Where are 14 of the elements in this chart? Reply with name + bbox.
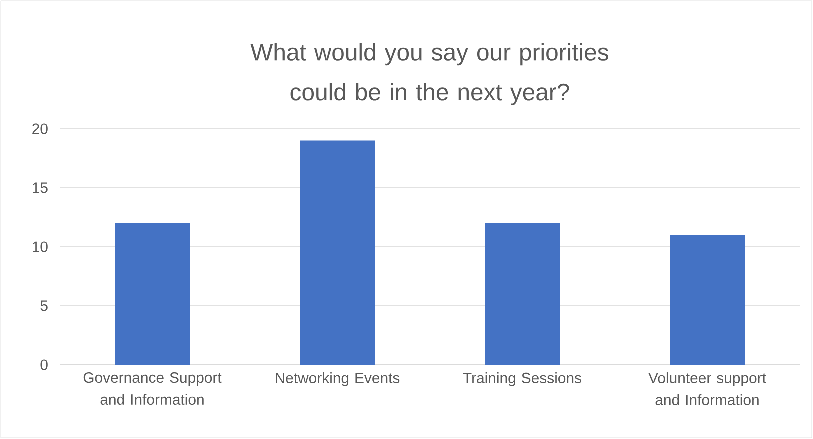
bar [670, 235, 746, 365]
y-tick-label: 0 [40, 360, 48, 370]
y-tick-label: 10 [33, 242, 48, 252]
bar [300, 140, 376, 365]
x-tick-label: Volunteer support and Information [648, 372, 766, 406]
x-tick-label: Networking Events [276, 372, 400, 386]
bar [485, 223, 560, 365]
bar [115, 223, 190, 365]
chart-title: What would you say our priorities could be in the next year? [250, 43, 608, 106]
x-tick-label: Governance Support and Information [84, 372, 222, 406]
x-tick-label: Training Sessions [463, 372, 582, 386]
y-tick-label: 5 [40, 300, 48, 312]
y-tick-label: 15 [33, 182, 48, 194]
y-tick-label: 20 [32, 124, 48, 134]
